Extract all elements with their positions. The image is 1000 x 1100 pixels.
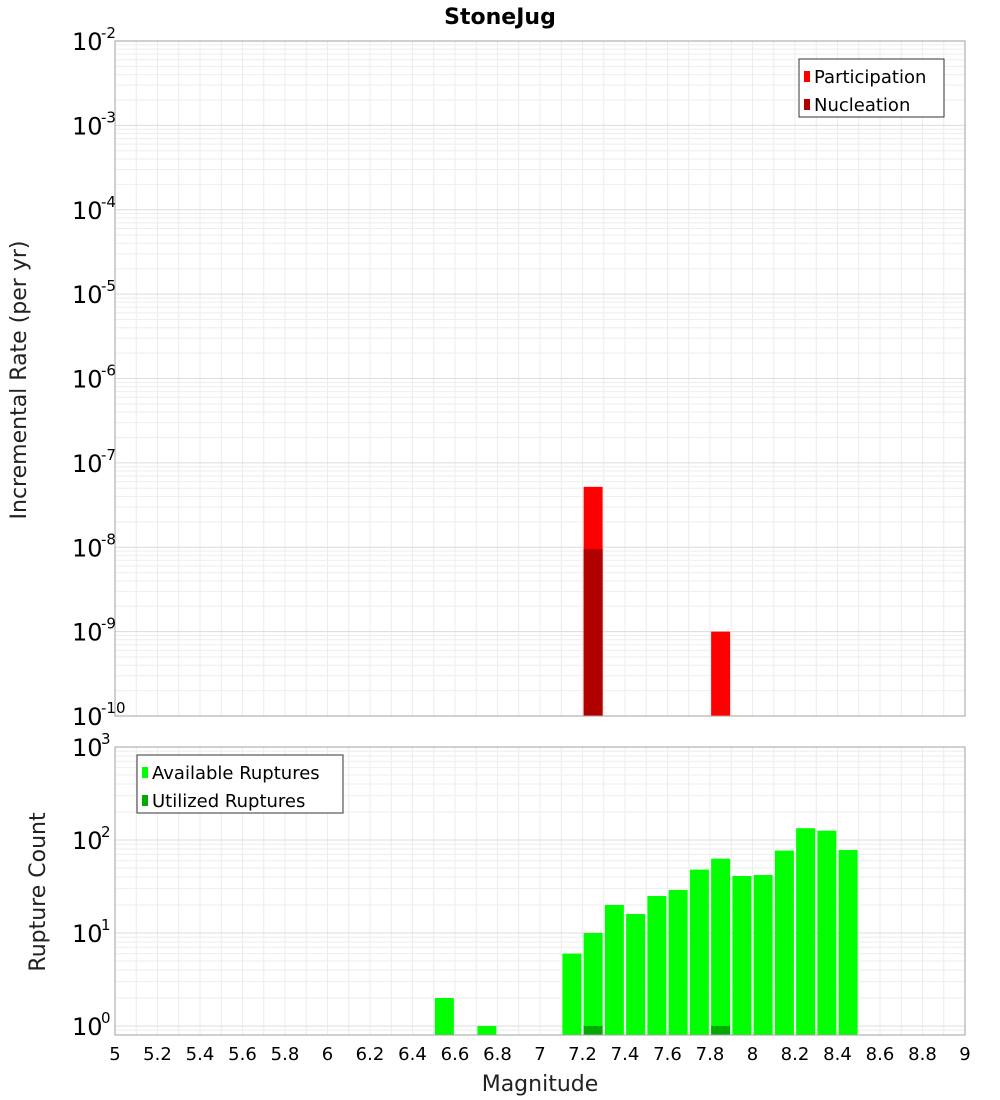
y-tick-label: 10: [72, 197, 103, 225]
x-axis-label: Magnitude: [482, 1072, 599, 1097]
bar: [817, 830, 837, 1035]
x-tick-label: 6.2: [356, 1044, 385, 1065]
series-utilized-ruptures: [583, 1025, 731, 1035]
legend-label: Participation: [814, 67, 926, 88]
bar: [647, 895, 667, 1035]
y-tick-exponent: -8: [101, 530, 116, 548]
x-tick-label: 6.4: [398, 1044, 427, 1065]
x-tick-label: 5: [109, 1044, 120, 1065]
y-tick-label: 10: [72, 920, 103, 948]
bar: [838, 850, 858, 1035]
y-tick-exponent: -2: [101, 24, 116, 42]
bar: [711, 1025, 731, 1035]
bottom-y-axis-label: Rupture Count: [26, 812, 51, 972]
x-tick-label: 7.4: [611, 1044, 640, 1065]
bar: [562, 953, 582, 1035]
bar: [774, 850, 794, 1035]
x-tick-label: 6: [322, 1044, 333, 1065]
y-tick-exponent: -10: [101, 699, 126, 717]
x-tick-labels: 5 5.2 5.4 5.6 5.8 6 6.2 6.4 6.6 6.8 7 7.2 7.4 7.6 7.8 8…: [109, 1044, 970, 1065]
legend-swatch: [804, 71, 810, 82]
x-tick-label: 8: [747, 1044, 758, 1065]
y-tick-label: 10: [72, 734, 103, 762]
bar: [711, 631, 731, 716]
plot-border: [114, 746, 966, 1036]
series-available-ruptures: [434, 828, 858, 1035]
bar: [732, 876, 752, 1035]
bar: [583, 932, 603, 1035]
x-tick-label: 8.4: [823, 1044, 852, 1065]
x-tick-label: 5.2: [143, 1044, 172, 1065]
top-y-axis-label: Incremental Rate (per yr): [7, 241, 32, 520]
bar: [711, 858, 731, 1035]
x-tick-label: 5.8: [271, 1044, 300, 1065]
x-tick-label: 9: [959, 1044, 970, 1065]
legend: Participation Nucleation: [798, 58, 945, 118]
x-tick-label: 5.4: [186, 1044, 215, 1065]
y-tick-exponent: 0: [101, 1009, 111, 1027]
x-tick-label: 5.6: [228, 1044, 257, 1065]
legend-swatch: [142, 795, 148, 806]
grid-lines: [114, 40, 966, 717]
bar: [434, 997, 454, 1035]
y-tick-label: 10: [72, 281, 103, 309]
x-tick-label: 7.2: [568, 1044, 597, 1065]
y-tick-exponent: 2: [101, 823, 111, 841]
y-tick-exponent: -5: [101, 277, 116, 295]
y-tick-label: 10: [72, 703, 103, 731]
bar: [753, 875, 773, 1035]
y-tick-exponent: -7: [101, 446, 116, 464]
x-tick-label: 8.8: [908, 1044, 937, 1065]
legend-label: Available Ruptures: [152, 763, 320, 784]
series-nucleation: [583, 549, 603, 716]
legend-swatch: [142, 767, 148, 778]
y-tick-label: 10: [72, 366, 103, 394]
y-tick-exponent: -6: [101, 362, 116, 380]
legend-box: [798, 58, 945, 118]
bar: [583, 549, 603, 716]
x-tick-label: 7: [534, 1044, 545, 1065]
bar: [477, 1025, 497, 1035]
bar: [796, 828, 816, 1035]
legend-label: Nucleation: [814, 95, 910, 116]
y-tick-label: 10: [72, 28, 103, 56]
y-tick-exponent: -9: [101, 615, 116, 633]
y-tick-label: 10: [72, 619, 103, 647]
top-plot-area: 10-1010-910-810-710-610-510-410-310-2Par…: [72, 24, 966, 731]
x-tick-label: 7.8: [696, 1044, 725, 1065]
y-tick-exponent: 3: [101, 730, 111, 748]
y-tick-label: 10: [72, 450, 103, 478]
bar: [583, 1025, 603, 1035]
legend-swatch: [804, 99, 810, 110]
y-tick-exponent: -3: [101, 108, 116, 126]
x-tick-label: 8.2: [781, 1044, 810, 1065]
plot-border: [114, 40, 966, 717]
x-tick-label: 6.6: [441, 1044, 470, 1065]
bar: [604, 904, 624, 1035]
y-tick-label: 10: [72, 534, 103, 562]
x-tick-label: 8.6: [866, 1044, 895, 1065]
legend-label: Utilized Ruptures: [152, 791, 305, 812]
x-tick-label: 6.8: [483, 1044, 512, 1065]
y-tick-exponent: -4: [101, 193, 116, 211]
y-tick-label: 10: [72, 112, 103, 140]
y-tick-label: 10: [72, 827, 103, 855]
legend: Available Ruptures Utilized Ruptures: [136, 754, 344, 814]
chart-title: StoneJug: [444, 5, 556, 30]
legend-box: [136, 754, 344, 814]
x-tick-label: 7.6: [653, 1044, 682, 1065]
y-tick-exponent: 1: [101, 916, 111, 934]
series-participation: [583, 486, 731, 716]
bar: [668, 889, 688, 1035]
bar: [626, 914, 646, 1035]
y-tick-label: 10: [72, 1013, 103, 1041]
bar: [689, 869, 709, 1035]
